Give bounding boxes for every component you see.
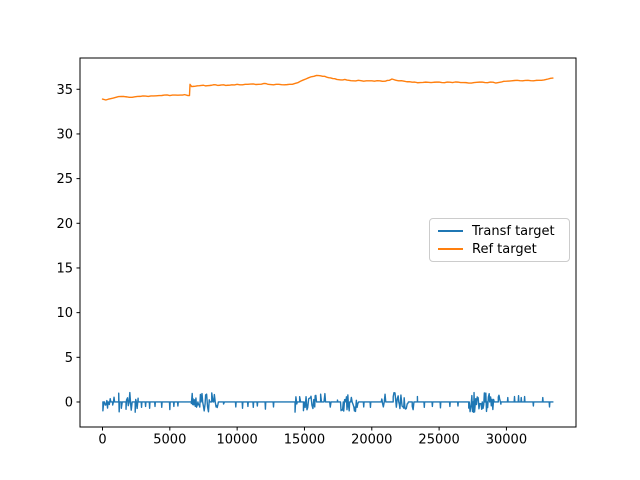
y-tick-label: 25 — [56, 172, 73, 187]
y-tick-label: 35 — [56, 83, 73, 98]
y-tick-label: 0 — [65, 395, 73, 410]
x-tick-label: 0 — [98, 433, 106, 448]
legend-label: Transf target — [472, 223, 555, 239]
series-line-ref-target — [101, 74, 554, 101]
axes-frame — [79, 57, 577, 428]
y-tick-label: 30 — [56, 127, 73, 142]
x-tick-label: 5000 — [153, 433, 186, 448]
legend: Transf target Ref target — [429, 218, 570, 262]
x-tick-label: 10000 — [216, 433, 257, 448]
y-tick-label: 15 — [56, 261, 73, 276]
y-tick-label: 10 — [56, 306, 73, 321]
series-line-transf-target — [102, 391, 554, 413]
x-tick-label: 30000 — [486, 433, 527, 448]
x-tick-label: 15000 — [284, 433, 325, 448]
legend-line-sample-blue — [438, 230, 463, 232]
y-tick-label: 20 — [56, 217, 73, 232]
legend-item-ref-target: Ref target — [438, 243, 563, 256]
x-tick-label: 25000 — [418, 433, 459, 448]
y-tick-label: 5 — [65, 351, 73, 366]
legend-item-transf-target: Transf target — [438, 225, 563, 238]
x-tick-label: 20000 — [351, 433, 392, 448]
legend-label: Ref target — [472, 241, 537, 257]
legend-line-sample-orange — [438, 248, 463, 250]
